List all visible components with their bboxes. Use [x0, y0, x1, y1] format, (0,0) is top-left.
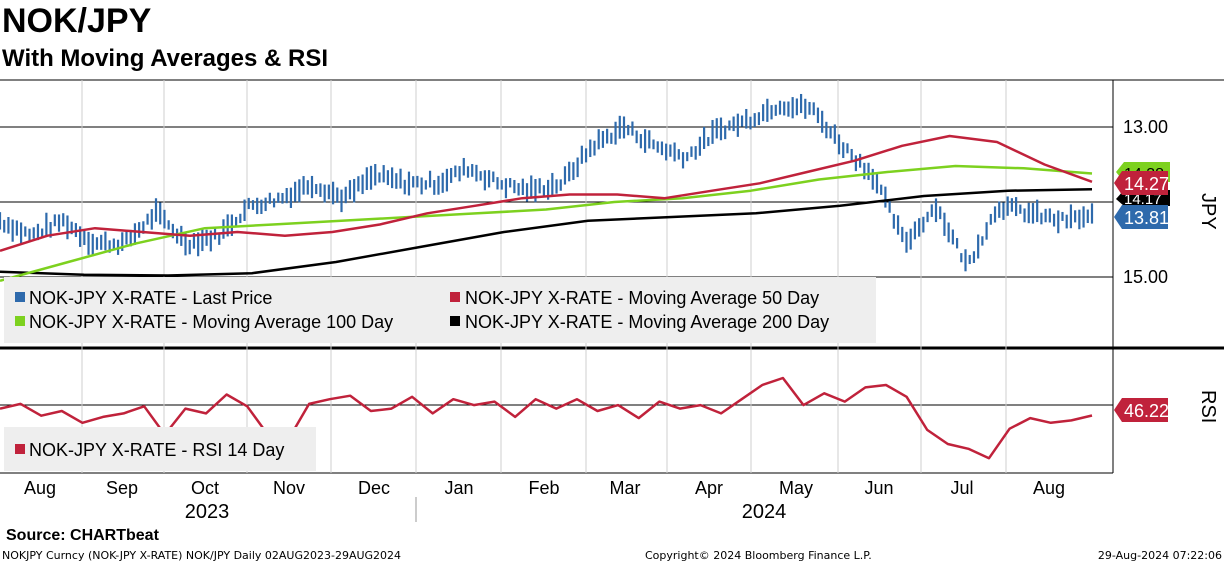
x-tick-label-mar: Mar — [610, 478, 641, 498]
chart-title: NOK/JPY — [2, 2, 152, 40]
legend-swatch-rsi — [15, 444, 25, 454]
y-tick-label-15: 13.00 — [1123, 117, 1168, 137]
ma-lines — [0, 134, 1093, 283]
legend-label-price: NOK-JPY X-RATE - Last Price — [29, 288, 272, 308]
rsi-last-tag: 46.22 — [1114, 398, 1169, 422]
price-last-tag: 13.81 — [1114, 205, 1169, 229]
footer-copyright: Copyright© 2024 Bloomberg Finance L.P. — [645, 549, 872, 562]
x-tick-label-may: May — [779, 478, 813, 498]
source-label: Source: CHARTbeat — [6, 527, 159, 544]
x-year-label-2023: 2023 — [185, 501, 230, 523]
ma200-line — [0, 188, 1093, 277]
x-tick-label-sep: Sep — [106, 478, 138, 498]
legend-swatch-price — [15, 292, 25, 302]
ma50-line — [0, 134, 1093, 252]
ma100-line — [0, 164, 1093, 283]
price-last-label: 13.81 — [1124, 208, 1169, 228]
y-axis-title-jpy: JPY — [1197, 193, 1219, 230]
y-axis-title-rsi: RSI — [1197, 390, 1219, 423]
x-tick-label-dec: Dec — [358, 478, 390, 498]
footer-timestamp: 29-Aug-2024 07:22:06 — [1097, 549, 1222, 562]
x-year-label-2024: 2024 — [742, 501, 787, 523]
footer-ticker: NOKJPY Curncy (NOK-JPY X-RATE) NOK/JPY D… — [2, 549, 402, 562]
legend-label-ma200: NOK-JPY X-RATE - Moving Average 200 Day — [465, 312, 829, 332]
ma50-last-tag: 14.27 — [1114, 171, 1169, 195]
legend-label-ma50: NOK-JPY X-RATE - Moving Average 50 Day — [465, 288, 819, 308]
x-month-labels: Aug Sep Oct Nov Dec Jan Feb Mar Apr May … — [24, 478, 1065, 498]
rsi-line — [0, 376, 1093, 460]
x-tick-label-apr: Apr — [695, 478, 723, 498]
x-tick-label-nov: Nov — [273, 478, 305, 498]
chart-subtitle: With Moving Averages & RSI — [2, 45, 329, 72]
rsi-legend-box — [4, 427, 316, 471]
legend-label-ma100: NOK-JPY X-RATE - Moving Average 100 Day — [29, 312, 393, 332]
y-tick-label-13: 15.00 — [1123, 267, 1168, 287]
legend-swatch-ma50 — [450, 292, 460, 302]
x-tick-label-jul: Jul — [950, 478, 973, 498]
legend-label-rsi: NOK-JPY X-RATE - RSI 14 Day — [29, 440, 284, 460]
legend-swatch-ma200 — [450, 316, 460, 326]
x-tick-label-feb: Feb — [528, 478, 559, 498]
ma50-last-label: 14.27 — [1124, 174, 1169, 194]
price-legend-box — [4, 277, 876, 343]
x-tick-label-oct: Oct — [191, 478, 219, 498]
x-tick-label-aug-2024: Aug — [1033, 478, 1065, 498]
rsi-last-label: 46.22 — [1124, 401, 1169, 421]
x-tick-label-aug-2023: Aug — [24, 478, 56, 498]
x-tick-label-jun: Jun — [864, 478, 893, 498]
ma200-last-label: 14.17 — [1124, 191, 1162, 208]
price-bars — [0, 93, 1094, 272]
legend-swatch-ma100 — [15, 316, 25, 326]
rsi-series-line — [0, 376, 1093, 460]
x-tick-label-jan: Jan — [444, 478, 473, 498]
